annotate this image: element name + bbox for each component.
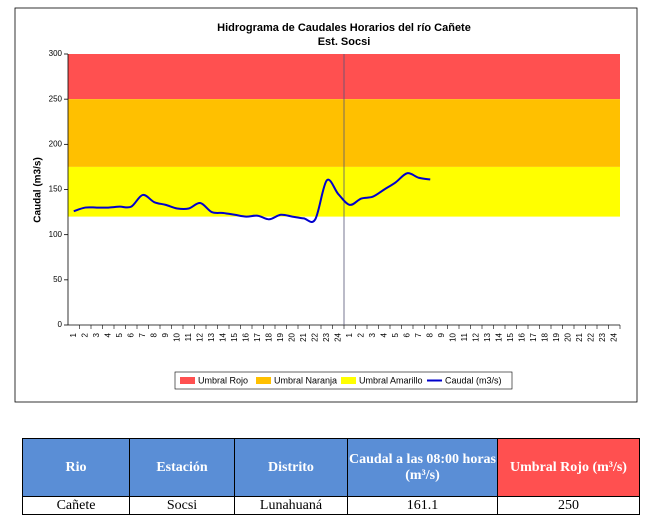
x-tick-label: 10: [448, 332, 457, 341]
x-tick-label: 21: [299, 332, 308, 341]
x-tick-label: 18: [540, 332, 549, 341]
x-tick-label: 21: [575, 332, 584, 341]
header-cell: Caudal a las 08:00 horas (m³/s): [347, 438, 498, 497]
x-tick-label: 1: [345, 332, 354, 337]
header-cell: Distrito: [234, 438, 348, 497]
x-tick-label: 13: [207, 332, 216, 341]
cell: Lunahuaná: [234, 496, 348, 515]
x-tick-label: 20: [563, 332, 572, 341]
legend-swatch: [341, 377, 356, 384]
x-tick-label: 8: [149, 332, 158, 337]
x-tick-label: 19: [276, 332, 285, 341]
x-tick-label: 11: [460, 332, 469, 341]
y-axis-label: Caudal (m3/s): [33, 157, 44, 223]
data-row: Cañete Socsi Lunahuaná 161.1 250: [22, 496, 640, 515]
x-tick-label: 3: [92, 332, 101, 337]
y-tick-label: 100: [49, 230, 63, 239]
legend-label: Umbral Amarillo: [359, 375, 423, 385]
legend-label: Umbral Rojo: [198, 375, 248, 385]
x-tick-label: 7: [138, 332, 147, 337]
legend-swatch: [180, 377, 195, 384]
cell: 161.1: [347, 496, 498, 515]
cell: Cañete: [22, 496, 130, 515]
x-tick-label: 15: [230, 332, 239, 341]
chart-subtitle: Est. Socsi: [318, 36, 371, 48]
x-tick-label: 12: [471, 332, 480, 341]
x-tick-label: 9: [437, 332, 446, 337]
flow-line: [73, 172, 431, 223]
x-tick-label: 13: [483, 332, 492, 341]
x-tick-label: 2: [80, 332, 89, 337]
y-tick-label: 0: [58, 320, 63, 329]
cell: 250: [497, 496, 640, 515]
x-tick-label: 4: [103, 332, 112, 337]
x-tick-label: 5: [115, 332, 124, 337]
x-tick-label: 5: [391, 332, 400, 337]
x-tick-label: 6: [402, 332, 411, 337]
x-tick-label: 16: [241, 332, 250, 341]
x-tick-label: 23: [322, 332, 331, 341]
x-tick-label: 22: [586, 332, 595, 341]
x-tick-label: 3: [368, 332, 377, 337]
y-tick-label: 200: [49, 139, 63, 148]
header-row: Rio Estación Distrito Caudal a las 08:00…: [22, 438, 640, 497]
x-tick-label: 7: [414, 332, 423, 337]
cell: Socsi: [129, 496, 235, 515]
x-tick-label: 14: [218, 332, 227, 341]
x-tick-label: 9: [161, 332, 170, 337]
x-tick-label: 8: [425, 332, 434, 337]
x-tick-label: 4: [379, 332, 388, 337]
x-tick-label: 10: [172, 332, 181, 341]
x-tick-label: 19: [552, 332, 561, 341]
x-tick-label: 11: [184, 332, 193, 341]
x-tick-label: 14: [494, 332, 503, 341]
legend-label: Caudal (m3/s): [445, 375, 502, 385]
x-tick-label: 18: [264, 332, 273, 341]
x-tick-label: 22: [310, 332, 319, 341]
x-tick-label: 24: [333, 332, 342, 341]
x-tick-label: 24: [609, 332, 618, 341]
y-tick-label: 150: [49, 185, 63, 194]
x-tick-label: 2: [356, 332, 365, 337]
x-tick-label: 12: [195, 332, 204, 341]
y-tick-label: 50: [53, 275, 62, 284]
header-cell: Umbral Rojo (m³/s): [497, 438, 640, 497]
legend-label: Umbral Naranja: [274, 375, 337, 385]
header-cell: Rio: [22, 438, 130, 497]
x-tick-label: 23: [598, 332, 607, 341]
y-tick-label: 300: [49, 49, 63, 58]
x-tick-label: 1: [69, 332, 78, 337]
x-tick-label: 16: [517, 332, 526, 341]
chart: Hidrograma de Caudales Horarios del río …: [14, 7, 638, 403]
x-tick-label: 20: [287, 332, 296, 341]
table: Rio Estación Distrito Caudal a las 08:00…: [22, 438, 640, 515]
legend-swatch: [256, 377, 271, 384]
x-tick-label: 17: [253, 332, 262, 341]
chart-title: Hidrograma de Caudales Horarios del río …: [217, 22, 471, 34]
y-tick-label: 250: [49, 94, 63, 103]
x-tick-label: 17: [529, 332, 538, 341]
x-tick-label: 6: [126, 332, 135, 337]
header-cell: Estación: [129, 438, 235, 497]
x-tick-label: 15: [506, 332, 515, 341]
